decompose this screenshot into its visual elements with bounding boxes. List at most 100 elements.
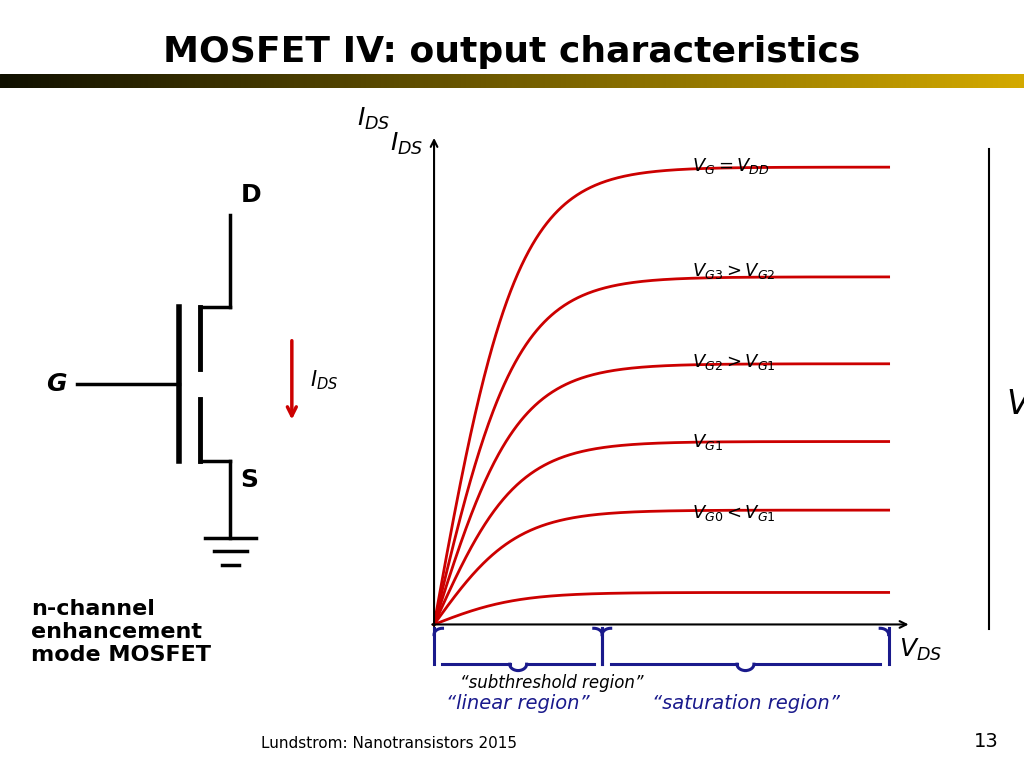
Bar (1004, 74, 1006, 88)
Bar (287, 74, 289, 88)
Bar (655, 74, 657, 88)
Bar (766, 74, 768, 88)
Bar (819, 74, 821, 88)
Bar (282, 74, 285, 88)
Bar (640, 74, 643, 88)
Text: “subthreshold region”: “subthreshold region” (460, 674, 643, 692)
Bar (92, 74, 94, 88)
Bar (384, 74, 387, 88)
Bar (971, 74, 973, 88)
Bar (358, 74, 360, 88)
Bar (200, 74, 203, 88)
Bar (72, 74, 74, 88)
Bar (502, 74, 504, 88)
Text: MOSFET IV: output characteristics: MOSFET IV: output characteristics (163, 35, 861, 68)
Bar (737, 74, 739, 88)
Bar (804, 74, 807, 88)
Bar (545, 74, 548, 88)
Bar (756, 74, 758, 88)
Bar (592, 74, 594, 88)
Bar (717, 74, 719, 88)
Bar (486, 74, 489, 88)
Bar (722, 74, 725, 88)
Bar (238, 74, 241, 88)
Bar (719, 74, 722, 88)
Text: $V_{G2} > V_{G1}$: $V_{G2} > V_{G1}$ (692, 352, 776, 372)
Bar (244, 74, 246, 88)
Bar (476, 74, 479, 88)
Bar (115, 74, 118, 88)
Bar (274, 74, 276, 88)
Bar (942, 74, 944, 88)
Bar (568, 74, 571, 88)
Bar (891, 74, 893, 88)
Bar (230, 74, 233, 88)
Bar (152, 74, 154, 88)
Bar (179, 74, 182, 88)
Bar (954, 74, 957, 88)
Bar (799, 74, 801, 88)
Bar (963, 74, 965, 88)
Text: G: G (46, 372, 67, 396)
Bar (627, 74, 630, 88)
Bar (315, 74, 317, 88)
Bar (814, 74, 817, 88)
Bar (507, 74, 510, 88)
Bar (729, 74, 732, 88)
Bar (517, 74, 519, 88)
Bar (643, 74, 645, 88)
Bar (770, 74, 773, 88)
Bar (307, 74, 309, 88)
Bar (965, 74, 968, 88)
Bar (111, 74, 113, 88)
Bar (801, 74, 804, 88)
Bar (451, 74, 453, 88)
Bar (271, 74, 274, 88)
Bar (492, 74, 494, 88)
Bar (551, 74, 553, 88)
Bar (750, 74, 753, 88)
Bar (504, 74, 507, 88)
Bar (768, 74, 770, 88)
Bar (657, 74, 660, 88)
Bar (862, 74, 865, 88)
Bar (67, 74, 70, 88)
Bar (952, 74, 954, 88)
Bar (46, 74, 49, 88)
Bar (563, 74, 565, 88)
Bar (688, 74, 691, 88)
Bar (369, 74, 371, 88)
Bar (500, 74, 502, 88)
Bar (691, 74, 694, 88)
Bar (236, 74, 238, 88)
Bar (930, 74, 932, 88)
Bar (1009, 74, 1012, 88)
Text: S: S (241, 468, 259, 492)
Bar (220, 74, 223, 88)
Bar (978, 74, 981, 88)
Bar (824, 74, 827, 88)
Bar (94, 74, 97, 88)
Bar (456, 74, 459, 88)
Bar (573, 74, 575, 88)
Bar (635, 74, 637, 88)
Bar (532, 74, 535, 88)
Bar (773, 74, 776, 88)
Bar (381, 74, 384, 88)
Text: $V_{GS}$: $V_{GS}$ (1006, 388, 1024, 422)
Bar (399, 74, 401, 88)
Bar (660, 74, 664, 88)
Bar (852, 74, 855, 88)
Bar (0, 74, 2, 88)
Bar (791, 74, 794, 88)
Bar (143, 74, 145, 88)
Bar (840, 74, 842, 88)
Bar (125, 74, 128, 88)
Bar (553, 74, 555, 88)
Bar (49, 74, 51, 88)
Text: $I_{DS}$: $I_{DS}$ (310, 369, 339, 392)
Bar (154, 74, 156, 88)
Bar (497, 74, 500, 88)
Bar (121, 74, 123, 88)
Bar (671, 74, 674, 88)
